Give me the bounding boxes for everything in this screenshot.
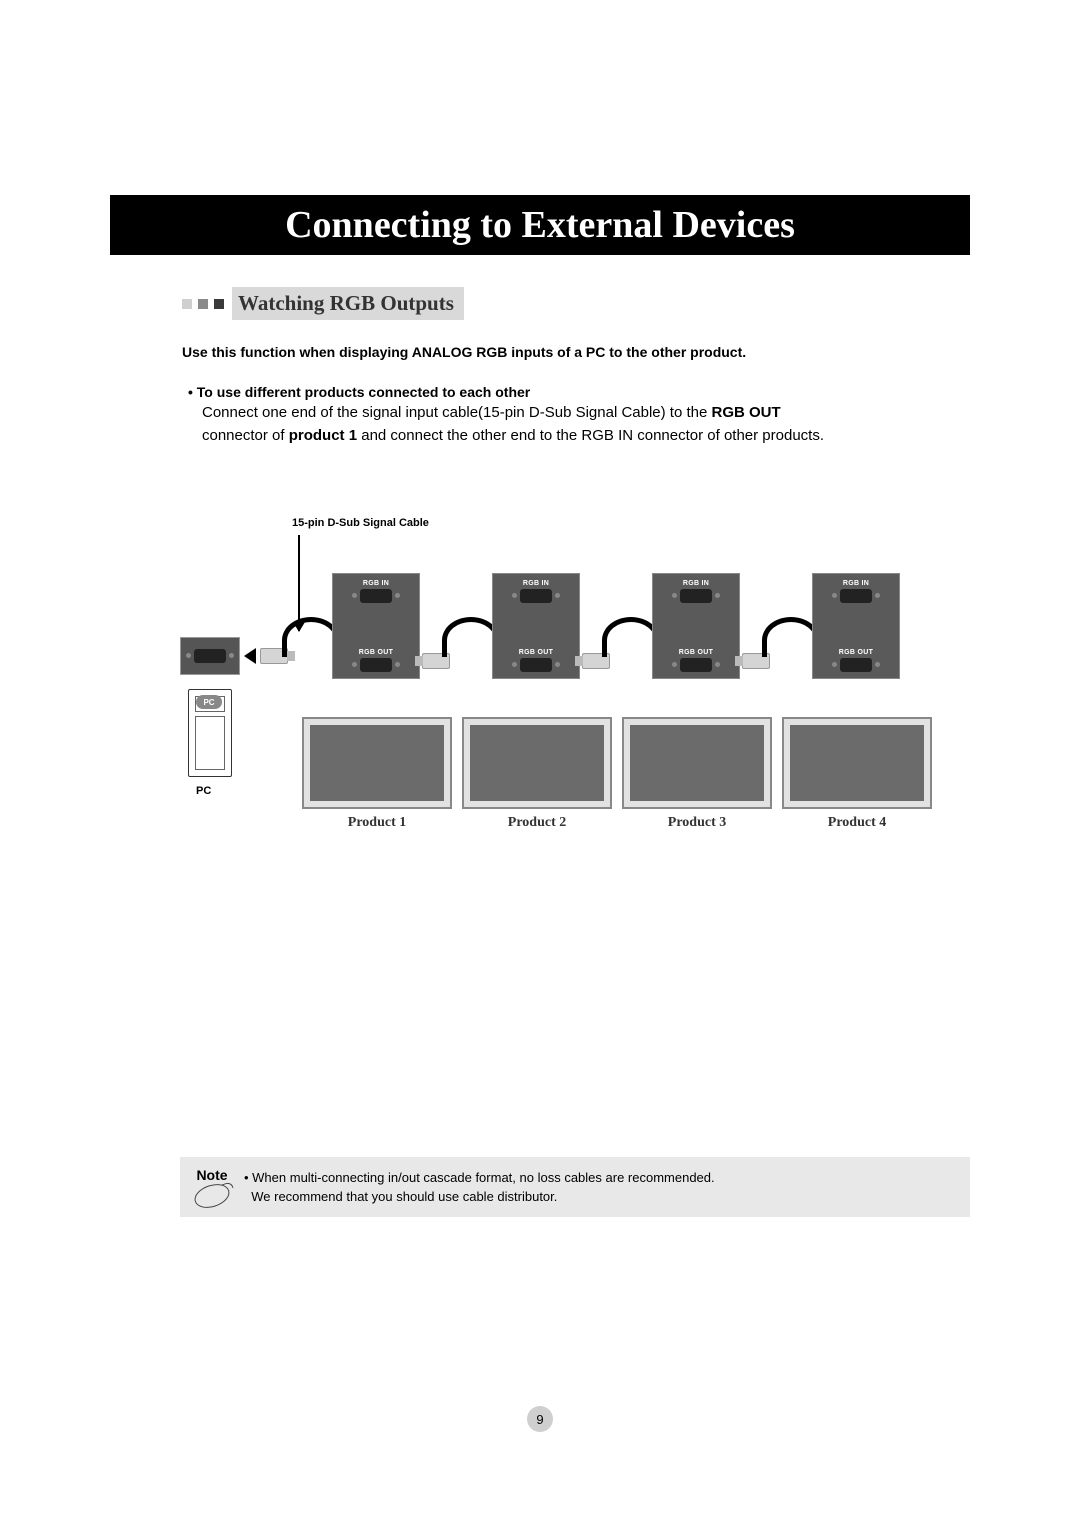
pc-port-panel: [180, 637, 240, 675]
monitor-icon: [462, 717, 612, 809]
vga-port-icon: [840, 589, 872, 603]
page-title-bar: Connecting to External Devices: [110, 195, 970, 255]
product-label: Product 2: [462, 815, 612, 831]
vga-port-icon: [520, 589, 552, 603]
vga-port-icon: [360, 658, 392, 672]
product-panel: RGB IN RGB OUT: [812, 573, 900, 679]
rgb-out-row: RGB OUT: [333, 649, 419, 672]
note-icon-group: Note: [194, 1167, 230, 1207]
rgb-in-row: RGB IN: [333, 580, 419, 603]
port-label: RGB IN: [363, 580, 389, 587]
mouse-icon: [191, 1180, 232, 1212]
product-panel: RGB IN RGB OUT: [332, 573, 420, 679]
port-label: RGB OUT: [839, 649, 873, 656]
instruction-bold: product 1: [289, 427, 357, 444]
vga-port-icon: [680, 589, 712, 603]
rgb-in-row: RGB IN: [813, 580, 899, 603]
port-label: RGB IN: [843, 580, 869, 587]
page-title: Connecting to External Devices: [285, 203, 795, 247]
decor-square-icon: [214, 299, 224, 309]
document-page: Connecting to External Devices Watching …: [0, 0, 1080, 1528]
decor-square-icon: [198, 299, 208, 309]
instruction-bold: RGB OUT: [712, 404, 781, 421]
intro-text: Use this function when displaying ANALOG…: [182, 344, 970, 360]
monitor-icon: [622, 717, 772, 809]
vga-port-icon: [840, 658, 872, 672]
product-label: Product 4: [782, 815, 932, 831]
section-title: Watching RGB Outputs: [232, 287, 464, 320]
instruction-text: connector of: [202, 427, 289, 444]
product-label: Product 3: [622, 815, 772, 831]
vga-port-icon: [360, 589, 392, 603]
note-text: • When multi-connecting in/out cascade f…: [244, 1168, 715, 1207]
rgb-out-row: RGB OUT: [813, 649, 899, 672]
note-line: • When multi-connecting in/out cascade f…: [244, 1170, 715, 1185]
rgb-in-row: RGB IN: [653, 580, 739, 603]
pc-label: PC: [196, 785, 211, 797]
monitor-icon: [302, 717, 452, 809]
arrow-down-icon: [298, 535, 300, 631]
instruction-text: and connect the other end to the RGB IN …: [357, 427, 824, 444]
cable-label: 15-pin D-Sub Signal Cable: [292, 517, 429, 529]
port-label: RGB OUT: [679, 649, 713, 656]
monitor-icon: [782, 717, 932, 809]
port-label: RGB IN: [523, 580, 549, 587]
port-label: RGB OUT: [519, 649, 553, 656]
instructions-block: • To use different products connected to…: [188, 384, 950, 447]
vga-port-icon: [680, 658, 712, 672]
page-number: 9: [527, 1406, 553, 1432]
rgb-in-row: RGB IN: [493, 580, 579, 603]
note-line: We recommend that you should use cable d…: [251, 1189, 557, 1204]
product-panel: RGB IN RGB OUT: [492, 573, 580, 679]
rgb-out-row: RGB OUT: [653, 649, 739, 672]
section-header: Watching RGB Outputs: [182, 287, 970, 320]
rgb-out-row: RGB OUT: [493, 649, 579, 672]
product-label: Product 1: [302, 815, 452, 831]
vga-port-icon: [520, 658, 552, 672]
decor-square-icon: [182, 299, 192, 309]
instruction-body: Connect one end of the signal input cabl…: [202, 402, 950, 447]
product-panel: RGB IN RGB OUT: [652, 573, 740, 679]
arrow-left-icon: [244, 648, 256, 664]
note-box: Note • When multi-connecting in/out casc…: [180, 1157, 970, 1217]
vga-port-icon: [194, 649, 226, 663]
connection-diagram: 15-pin D-Sub Signal Cable PC PC RGB IN R…: [180, 517, 970, 927]
pc-badge: PC: [196, 695, 222, 709]
instruction-text: Connect one end of the signal input cabl…: [202, 404, 712, 421]
port-label: RGB OUT: [359, 649, 393, 656]
port-label: RGB IN: [683, 580, 709, 587]
instruction-bullet: • To use different products connected to…: [188, 384, 950, 400]
note-label: Note: [196, 1167, 227, 1183]
